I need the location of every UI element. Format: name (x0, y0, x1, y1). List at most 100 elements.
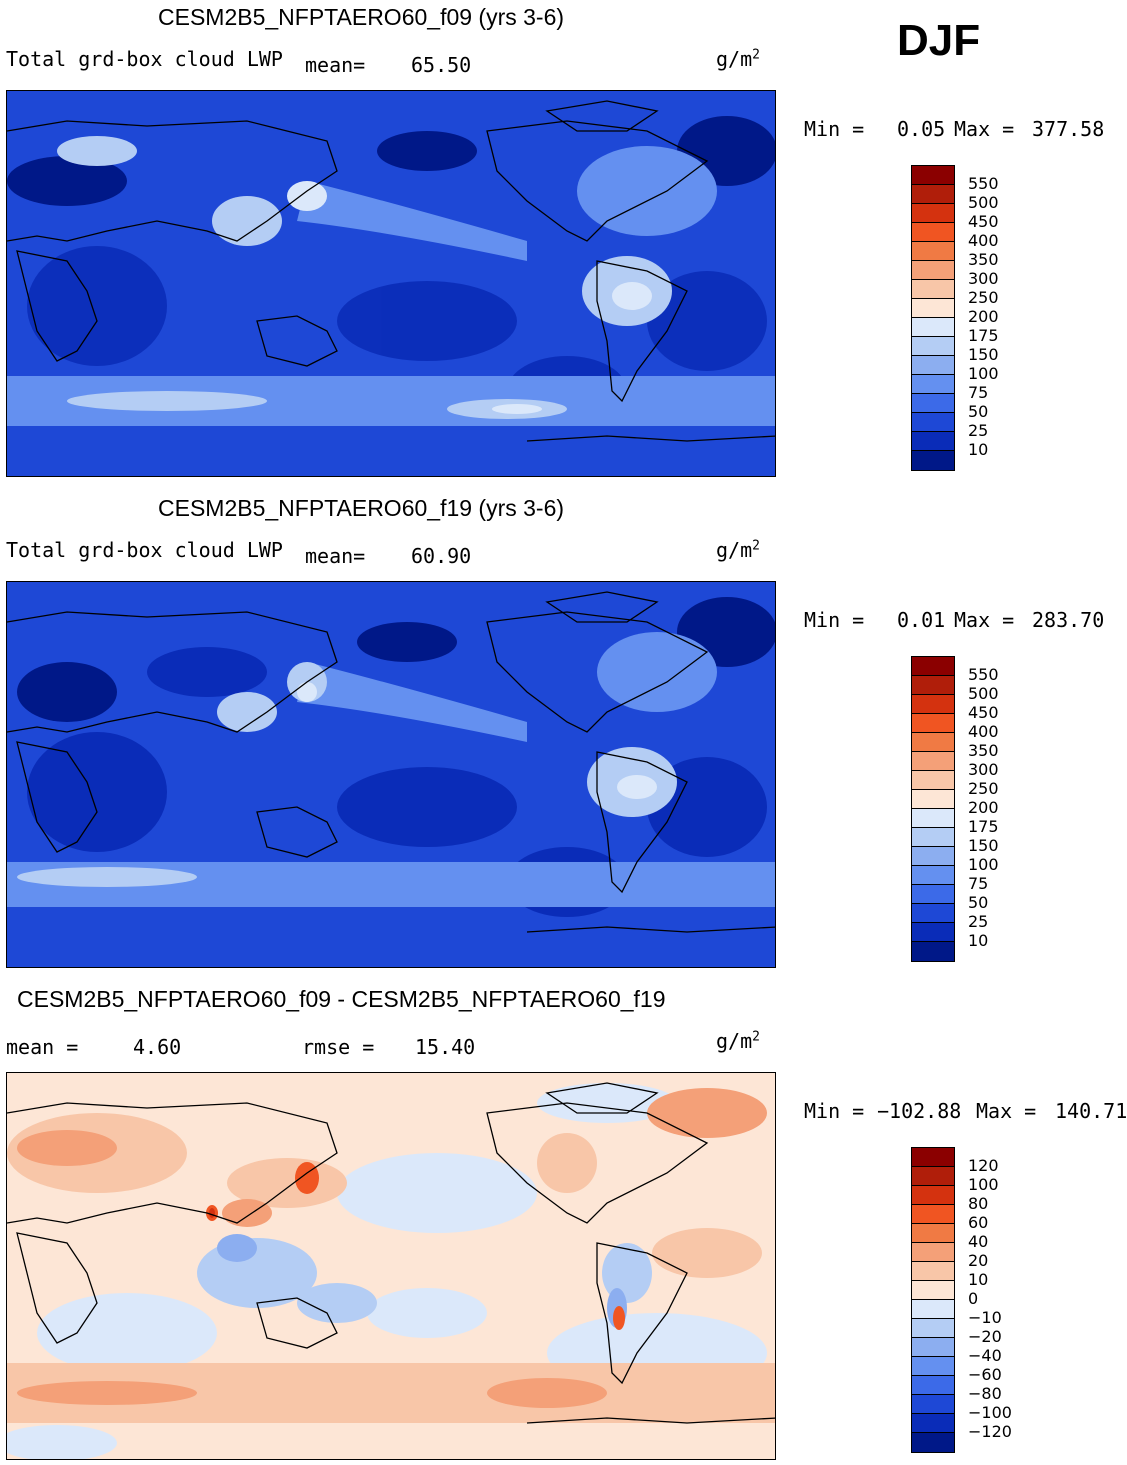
panel2-max-label: Max = (954, 608, 1015, 632)
panel1-map (6, 90, 776, 477)
panel2-colorbar-swatch (912, 714, 954, 733)
panel3-colorbar-label: 0 (968, 1289, 979, 1308)
panel2-mean-label: mean= (305, 544, 366, 568)
panel3-colorbar-label: −60 (968, 1365, 1002, 1384)
panel3-colorbar-swatch (912, 1281, 954, 1300)
panel2-colorbar-label: 50 (968, 893, 989, 912)
panel2-colorbar-swatch (912, 828, 954, 847)
panel2-colorbar-swatch (912, 923, 954, 942)
panel1-title: CESM2B5_NFPTAERO60_f09 (yrs 3-6) (158, 4, 565, 30)
panel2-colorbar-label: 550 (968, 665, 999, 684)
panel1-colorbar-label: 300 (968, 269, 999, 288)
panel3-colorbar-swatch (912, 1433, 954, 1452)
panel2-colorbar-label: 500 (968, 684, 999, 703)
panel2-max-value: 283.70 (1032, 608, 1105, 632)
panel2-colorbar-swatch (912, 942, 954, 961)
panel1-colorbar-label: 50 (968, 402, 989, 421)
season-label: DJF (897, 16, 981, 65)
panel1-colorbar-swatch (912, 261, 954, 280)
panel3-rmse-value: 15.40 (415, 1035, 476, 1059)
panel1-colorbar-swatch (912, 242, 954, 261)
panel2-colorbar-label: 150 (968, 836, 999, 855)
panel1-colorbar-label: 350 (968, 250, 999, 269)
panel2-colorbar-label: 200 (968, 798, 999, 817)
panel3-colorbar-swatch (912, 1338, 954, 1357)
panel2-units: g/m2 (716, 538, 760, 562)
panel3-mean-value: 4.60 (133, 1035, 182, 1059)
panel1-colorbar-swatch (912, 413, 954, 432)
panel1-colorbar-swatch (912, 166, 954, 185)
panel1-max-label: Max = (954, 117, 1015, 141)
panel2-colorbar-swatch (912, 885, 954, 904)
panel3-colorbar-label: −40 (968, 1346, 1002, 1365)
panel2-colorbar-swatch (912, 657, 954, 676)
panel3-colorbar-swatch (912, 1205, 954, 1224)
panel1-colorbar-label: 100 (968, 364, 999, 383)
panel2-colorbar-label: 175 (968, 817, 999, 836)
panel3-max-label: Max = (976, 1099, 1037, 1123)
panel3-colorbar (911, 1147, 955, 1453)
panel3-colorbar-swatch (912, 1243, 954, 1262)
panel1-colorbar-swatch (912, 432, 954, 451)
panel1-units: g/m2 (716, 47, 760, 71)
panel1-colorbar-label: 75 (968, 383, 989, 402)
panel1-min-value: 0.05 (897, 117, 946, 141)
panel1-variable: Total grd-box cloud LWP (6, 47, 283, 71)
panel1-colorbar-swatch (912, 204, 954, 223)
panel2-variable: Total grd-box cloud LWP (6, 538, 283, 562)
panel1-colorbar-swatch (912, 223, 954, 242)
panel1-colorbar-swatch (912, 337, 954, 356)
panel1-colorbar-swatch (912, 318, 954, 337)
panel1-colorbar-swatch (912, 375, 954, 394)
panel3-colorbar-swatch (912, 1224, 954, 1243)
panel2-map (6, 581, 776, 968)
panel2-colorbar-swatch (912, 771, 954, 790)
panel3-colorbar-swatch (912, 1376, 954, 1395)
panel2-title: CESM2B5_NFPTAERO60_f19 (yrs 3-6) (158, 495, 565, 521)
panel1-colorbar-label: 175 (968, 326, 999, 345)
panel2-colorbar-swatch (912, 733, 954, 752)
panel2-colorbar-label: 400 (968, 722, 999, 741)
panel3-colorbar-swatch (912, 1167, 954, 1186)
panel2-min-value: 0.01 (897, 608, 946, 632)
panel3-mean-label: mean = (6, 1035, 79, 1059)
panel2-mean-value: 60.90 (411, 544, 472, 568)
panel3-colorbar-swatch (912, 1262, 954, 1281)
panel3-colorbar-label: −10 (968, 1308, 1002, 1327)
panel3-colorbar-swatch (912, 1148, 954, 1167)
panel3-title: CESM2B5_NFPTAERO60_f09 - CESM2B5_NFPTAER… (17, 986, 666, 1012)
panel1-min-label: Min = (804, 117, 865, 141)
panel1-colorbar-swatch (912, 356, 954, 375)
panel3-colorbar-label: −100 (968, 1403, 1012, 1422)
panel3-units: g/m2 (716, 1029, 760, 1053)
panel3-colorbar-label: 40 (968, 1232, 989, 1251)
panel3-colorbar-label: 20 (968, 1251, 989, 1270)
panel3-colorbar-swatch (912, 1414, 954, 1433)
panel1-colorbar (911, 165, 955, 471)
panel1-colorbar-label: 550 (968, 174, 999, 193)
panel3-map (6, 1072, 776, 1460)
panel2-colorbar-swatch (912, 847, 954, 866)
panel3-colorbar-label: −80 (968, 1384, 1002, 1403)
panel1-colorbar-label: 150 (968, 345, 999, 364)
panel1-mean-label: mean= (305, 53, 366, 77)
panel1-colorbar-swatch (912, 451, 954, 470)
panel3-colorbar-swatch (912, 1300, 954, 1319)
panel1-colorbar-label: 400 (968, 231, 999, 250)
panel3-colorbar-swatch (912, 1357, 954, 1376)
panel1-colorbar-label: 25 (968, 421, 989, 440)
panel2-colorbar-label: 250 (968, 779, 999, 798)
panel3-colorbar-label: 100 (968, 1175, 999, 1194)
panel2-colorbar-swatch (912, 752, 954, 771)
panel3-colorbar-label: −20 (968, 1327, 1002, 1346)
panel2-colorbar-label: 350 (968, 741, 999, 760)
panel1-colorbar-label: 500 (968, 193, 999, 212)
panel1-max-value: 377.58 (1032, 117, 1105, 141)
panel3-colorbar-swatch (912, 1319, 954, 1338)
panel1-colorbar-swatch (912, 185, 954, 204)
panel2-colorbar-swatch (912, 866, 954, 885)
panel1-colorbar-swatch (912, 394, 954, 413)
panel1-colorbar-label: 450 (968, 212, 999, 231)
panel1-colorbar-label: 10 (968, 440, 989, 459)
panel3-colorbar-swatch (912, 1186, 954, 1205)
